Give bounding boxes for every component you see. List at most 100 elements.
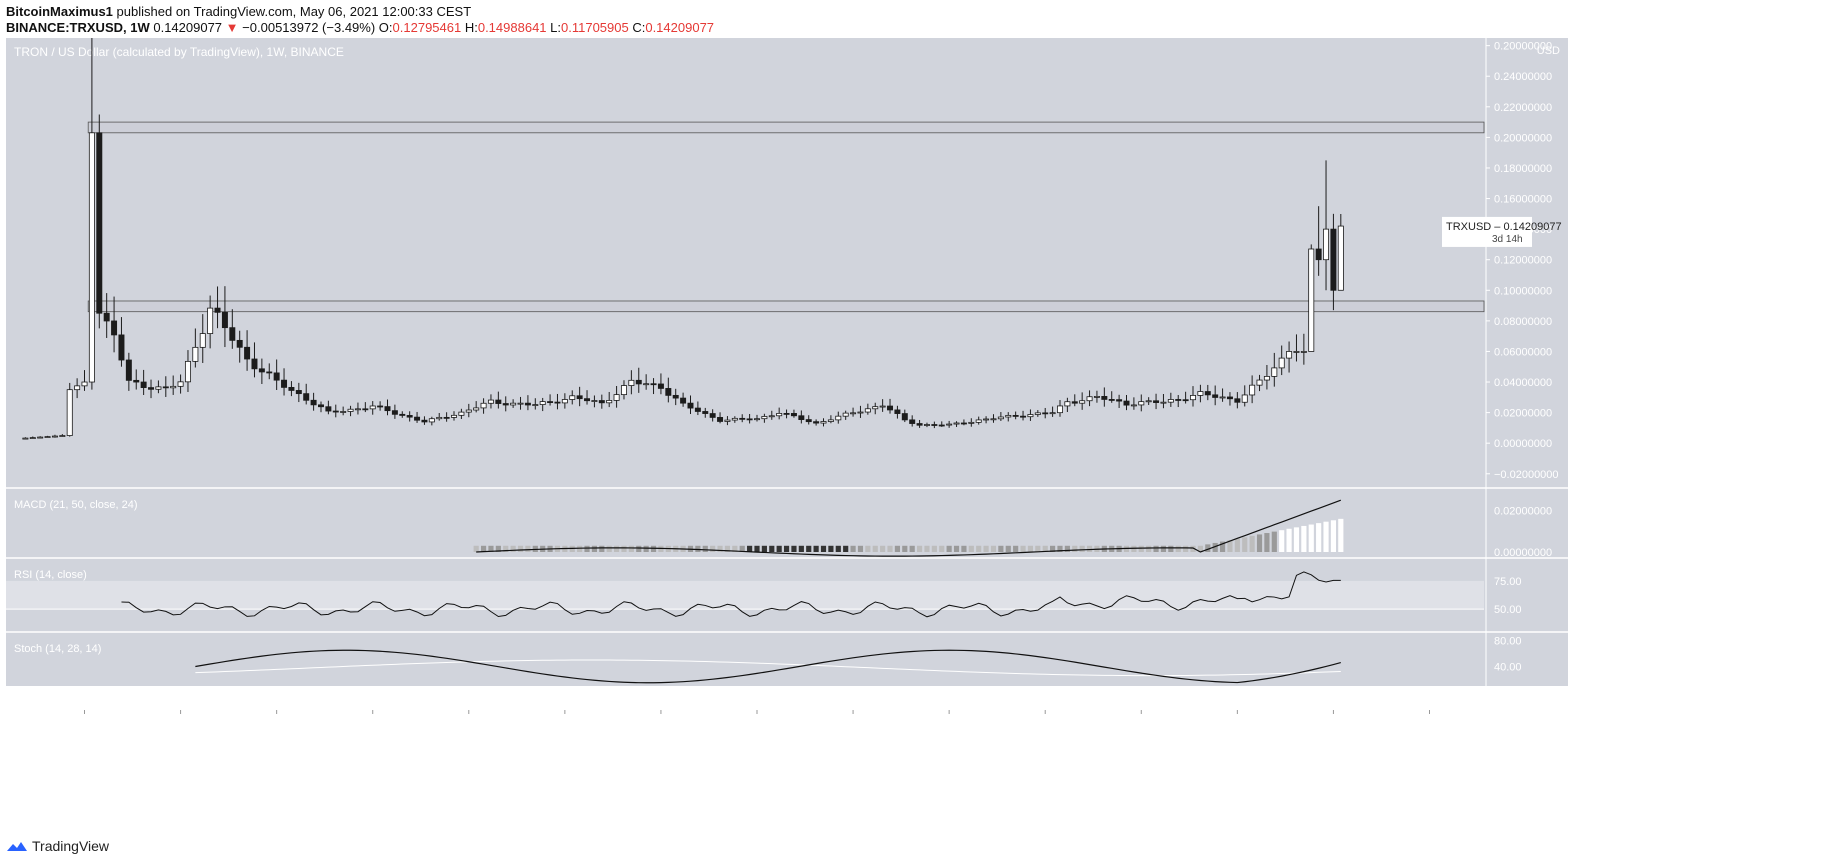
macd-bar — [739, 545, 745, 552]
candle-body — [451, 414, 457, 418]
macd-bar — [650, 545, 657, 552]
macd-bar — [1197, 545, 1203, 552]
candle-body — [909, 419, 916, 424]
macd-bar — [1153, 545, 1159, 552]
candle-body — [650, 383, 657, 386]
candle-body — [776, 413, 783, 417]
candle-body — [1219, 396, 1226, 399]
candle-body — [1190, 395, 1196, 401]
candle-body — [192, 346, 199, 362]
candle-body — [628, 379, 635, 386]
candle-body — [547, 401, 554, 403]
macd-bar — [1330, 520, 1337, 552]
candle-body — [975, 419, 982, 423]
macd-bar — [1005, 545, 1011, 552]
tradingview-logo[interactable]: TradingView — [6, 838, 109, 854]
rsi-line — [121, 571, 1341, 618]
candle-body — [421, 419, 428, 423]
price-tick-label: 0.06000000 — [1494, 346, 1552, 358]
macd-bar — [480, 545, 487, 552]
candle-body — [325, 406, 332, 412]
candle-body — [1293, 351, 1300, 353]
candle-body — [620, 385, 627, 396]
candle-body — [731, 417, 738, 421]
macd-tick-label: 0.00000000 — [1494, 547, 1552, 559]
candle-body — [598, 400, 605, 404]
macd-bar — [961, 545, 967, 552]
candle-body — [44, 436, 51, 438]
macd-bar — [953, 545, 960, 552]
candle-body — [125, 359, 132, 381]
candle-body — [495, 399, 502, 404]
candle-body — [1175, 399, 1182, 401]
candle-body — [1234, 398, 1241, 403]
macd-bar — [495, 545, 501, 552]
candle-body — [1212, 394, 1219, 398]
candle-body — [724, 419, 731, 422]
candle-body — [347, 408, 354, 412]
candle-body — [1123, 400, 1130, 406]
candle-body — [931, 424, 938, 426]
macd-bar — [1138, 545, 1144, 552]
candle-body — [214, 307, 221, 313]
candle-body — [960, 422, 967, 425]
candle-body — [310, 399, 317, 406]
candle-body — [1079, 400, 1086, 404]
low-label: L: — [550, 20, 561, 35]
macd-bar — [1308, 524, 1314, 552]
candle-body — [428, 418, 435, 423]
macd-bar — [717, 545, 723, 552]
stoch-k-line — [195, 649, 1341, 684]
candle-body — [864, 408, 871, 413]
macd-bar — [1175, 545, 1181, 552]
candle-body — [288, 386, 295, 391]
candle-body — [1226, 396, 1233, 400]
candle-body — [946, 423, 953, 426]
macd-bar — [510, 545, 516, 552]
price-tick-label: 0.20000000 — [1494, 132, 1552, 144]
macd-bar — [747, 545, 753, 552]
macd-bar — [880, 545, 886, 552]
candle-body — [983, 418, 990, 421]
author-name[interactable]: BitcoinMaximus1 — [6, 4, 113, 19]
chart-background — [6, 38, 1568, 686]
candle-body — [1042, 412, 1049, 415]
candle-body — [702, 411, 709, 414]
macd-bar — [865, 545, 871, 552]
candle-body — [510, 402, 517, 406]
macd-bar — [887, 545, 893, 552]
last-price-symbol: TRXUSD – 0.14209077 — [1446, 221, 1562, 233]
candle-body — [805, 419, 812, 423]
price-tick-label: 0.18000000 — [1494, 163, 1552, 175]
candle-body — [657, 383, 664, 389]
candle-body — [584, 398, 591, 402]
candle-body — [1027, 414, 1034, 418]
candle-body — [783, 413, 790, 415]
countdown-label: 3d 14h — [1492, 234, 1523, 245]
macd-bar — [990, 545, 997, 552]
symbol-label: BINANCE:TRXUSD, 1W — [6, 20, 150, 35]
price-tick-label: 0.20000000 — [1494, 41, 1552, 53]
macd-bar — [577, 545, 583, 552]
candle-body — [591, 400, 598, 402]
macd-bar — [1020, 545, 1026, 552]
candle-body — [827, 419, 834, 422]
candle-body — [569, 395, 576, 400]
macd-bar — [1279, 530, 1285, 552]
macd-bar — [710, 545, 716, 552]
candle-body — [162, 386, 169, 389]
macd-bar — [776, 545, 782, 552]
macd-bar — [983, 545, 989, 552]
macd-bar — [517, 545, 524, 552]
macd-bar — [909, 545, 915, 552]
candle-body — [709, 413, 716, 418]
candle-body — [717, 417, 724, 422]
candle-body — [354, 408, 361, 411]
brand-label: TradingView — [32, 838, 110, 854]
candle-body — [1108, 399, 1115, 401]
candle-body — [177, 381, 184, 387]
price-tick-label: 0.00000000 — [1494, 438, 1552, 450]
macd-bar — [643, 545, 649, 552]
candle-body — [258, 368, 265, 373]
